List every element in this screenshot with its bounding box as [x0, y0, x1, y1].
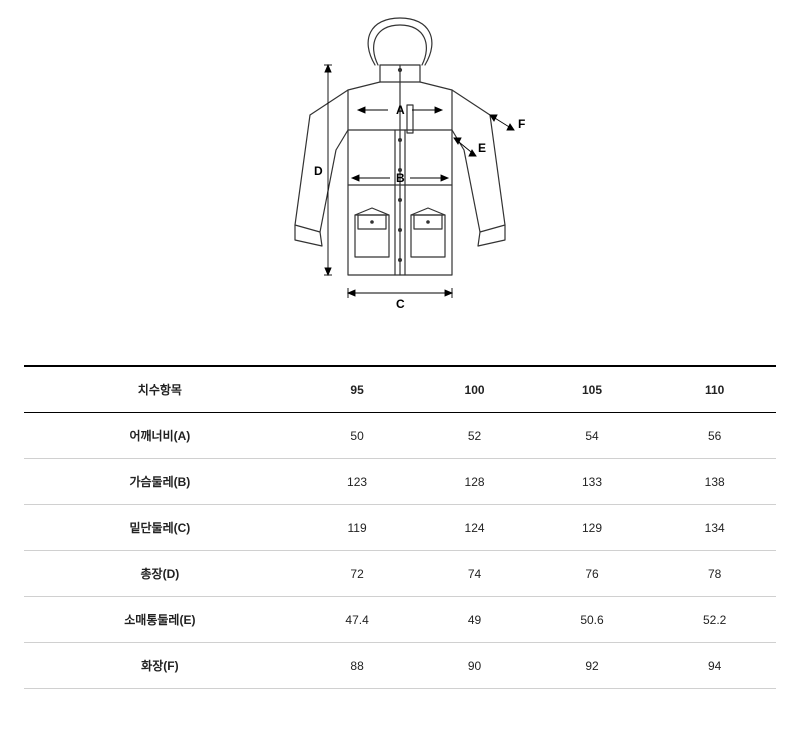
table-row: 총장(D) 72 74 76 78 [24, 551, 776, 597]
cell: 88 [296, 643, 419, 689]
table-row: 밑단둘레(C) 119 124 129 134 [24, 505, 776, 551]
cell: 90 [418, 643, 530, 689]
cell: 128 [418, 459, 530, 505]
jacket-diagram: D A B C [0, 0, 800, 335]
cell: 123 [296, 459, 419, 505]
measure-label: 총장(D) [24, 551, 296, 597]
cell: 78 [653, 551, 776, 597]
size-chart-body: 어깨너비(A) 50 52 54 56 가슴둘레(B) 123 128 133 … [24, 413, 776, 689]
measure-label: 화장(F) [24, 643, 296, 689]
table-row: 어깨너비(A) 50 52 54 56 [24, 413, 776, 459]
cell: 47.4 [296, 597, 419, 643]
table-row: 가슴둘레(B) 123 128 133 138 [24, 459, 776, 505]
dim-label-b: B [396, 171, 405, 185]
dim-label-d: D [314, 164, 323, 178]
cell: 52.2 [653, 597, 776, 643]
cell: 52 [418, 413, 530, 459]
cell: 54 [531, 413, 654, 459]
size-chart-header: 치수항목 95 100 105 110 [24, 366, 776, 413]
cell: 76 [531, 551, 654, 597]
cell: 72 [296, 551, 419, 597]
cell: 133 [531, 459, 654, 505]
cell: 56 [653, 413, 776, 459]
size-chart-table: 치수항목 95 100 105 110 어깨너비(A) 50 52 54 56 … [24, 365, 776, 689]
measure-label: 어깨너비(A) [24, 413, 296, 459]
col-size-95: 95 [296, 366, 419, 413]
dim-label-f: F [518, 117, 525, 131]
dim-label-e: E [478, 141, 486, 155]
dim-label-a: A [396, 103, 405, 117]
col-size-110: 110 [653, 366, 776, 413]
cell: 138 [653, 459, 776, 505]
cell: 124 [418, 505, 530, 551]
jacket-svg: D A B C [240, 10, 560, 330]
table-row: 소매통둘레(E) 47.4 49 50.6 52.2 [24, 597, 776, 643]
table-row: 화장(F) 88 90 92 94 [24, 643, 776, 689]
col-size-105: 105 [531, 366, 654, 413]
measure-label: 밑단둘레(C) [24, 505, 296, 551]
cell: 94 [653, 643, 776, 689]
col-measure: 치수항목 [24, 366, 296, 413]
cell: 134 [653, 505, 776, 551]
measure-label: 소매통둘레(E) [24, 597, 296, 643]
cell: 92 [531, 643, 654, 689]
cell: 74 [418, 551, 530, 597]
cell: 49 [418, 597, 530, 643]
col-size-100: 100 [418, 366, 530, 413]
dim-label-c: C [396, 297, 405, 311]
cell: 50.6 [531, 597, 654, 643]
cell: 129 [531, 505, 654, 551]
cell: 119 [296, 505, 419, 551]
measure-label: 가슴둘레(B) [24, 459, 296, 505]
cell: 50 [296, 413, 419, 459]
